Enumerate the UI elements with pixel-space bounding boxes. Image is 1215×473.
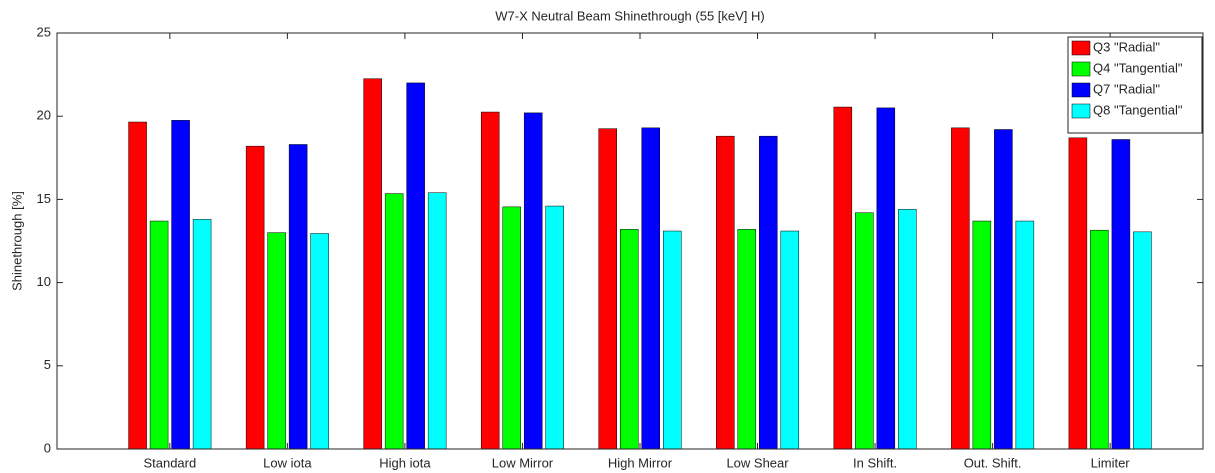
legend-label: Q4 "Tangential": [1093, 60, 1183, 75]
x-tick-label: Standard: [143, 455, 196, 470]
x-tick-label: High iota: [379, 455, 431, 470]
bar: [619, 229, 639, 450]
bar: [245, 145, 265, 450]
bar: [716, 135, 735, 450]
legend-label: Q3 "Radial": [1093, 39, 1160, 54]
x-tick-label: Out. Shift.: [964, 455, 1022, 470]
bar: [427, 192, 447, 450]
bar: [406, 82, 425, 450]
x-tick-label: Low Mirror: [492, 455, 554, 470]
x-tick-label: Low iota: [263, 455, 312, 470]
bar: [1015, 220, 1035, 450]
bar: [951, 127, 970, 450]
bar: [310, 233, 329, 450]
bar: [898, 209, 917, 450]
x-tick-label: Low Shear: [726, 455, 789, 470]
bar: [994, 129, 1013, 450]
x-tick-label: In Shift.: [853, 455, 897, 470]
bar: [780, 230, 800, 450]
bar: [855, 212, 874, 450]
bar: [1090, 229, 1109, 450]
bar: [1111, 139, 1131, 450]
bar: [1133, 231, 1152, 450]
legend-box: [1067, 36, 1203, 134]
bar: [192, 219, 212, 450]
y-tick-label: 0: [44, 440, 51, 455]
bar: [759, 135, 778, 450]
legend-swatch: [1071, 103, 1091, 119]
y-tick-label: 20: [37, 108, 51, 123]
legend-swatch: [1071, 40, 1091, 56]
legend-swatch: [1071, 82, 1091, 98]
legend-label: Q7 "Radial": [1093, 81, 1160, 96]
bar: [267, 232, 286, 450]
legend-swatch: [1071, 61, 1091, 77]
x-tick-label: High Mirror: [608, 455, 673, 470]
bar: [876, 107, 896, 450]
bar: [384, 193, 404, 450]
bar: [972, 220, 992, 450]
bar: [288, 144, 308, 450]
y-axis-label: Shinethrough [%]: [9, 191, 24, 291]
bar: [641, 127, 660, 450]
y-tick-label: 10: [37, 274, 51, 289]
bar: [1068, 137, 1088, 450]
bar: [128, 121, 147, 450]
bar: [502, 206, 521, 450]
bar: [662, 230, 682, 450]
plot-frame: [56, 32, 1204, 450]
bar: [598, 128, 617, 450]
bar: [545, 205, 564, 450]
y-tick-label: 15: [37, 191, 51, 206]
bar: [149, 220, 169, 450]
chart-title: W7-X Neutral Beam Shinethrough (55 [keV]…: [495, 8, 765, 23]
bar: [480, 111, 500, 450]
bar: [171, 120, 190, 450]
bar: [363, 78, 382, 450]
bar: [523, 112, 543, 450]
legend-label: Q8 "Tangential": [1093, 102, 1183, 117]
y-tick-label: 25: [37, 24, 51, 39]
y-tick-label: 5: [44, 357, 51, 372]
x-tick-label: Limiter: [1091, 455, 1131, 470]
bar: [737, 229, 757, 450]
bar: [833, 106, 853, 450]
